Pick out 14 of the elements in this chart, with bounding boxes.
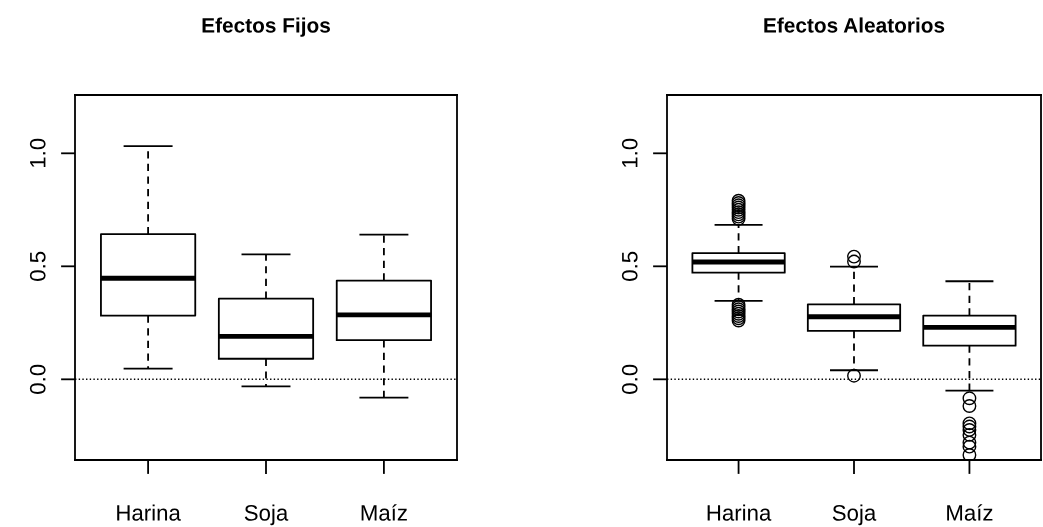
x-tick-label: Maíz [361,504,407,521]
y-tick-label: 0.0 [621,364,638,394]
y-tick-label: 0.5 [621,251,638,281]
chart-title: Efectos Aleatorios [764,17,945,33]
x-tick-label: Maíz [947,504,993,521]
chart-title: Efectos Fijos [202,17,330,37]
y-tick-label: 0.0 [29,364,46,394]
x-tick-label: Harina [117,504,181,521]
x-tick-label: Soja [832,504,877,526]
x-tick-label: Harina [707,504,772,521]
x-tick-label: Soja [244,504,289,526]
y-tick-label: 0.5 [29,251,46,281]
y-tick-label: 1.0 [621,138,638,168]
y-tick-label: 1.0 [29,138,46,168]
